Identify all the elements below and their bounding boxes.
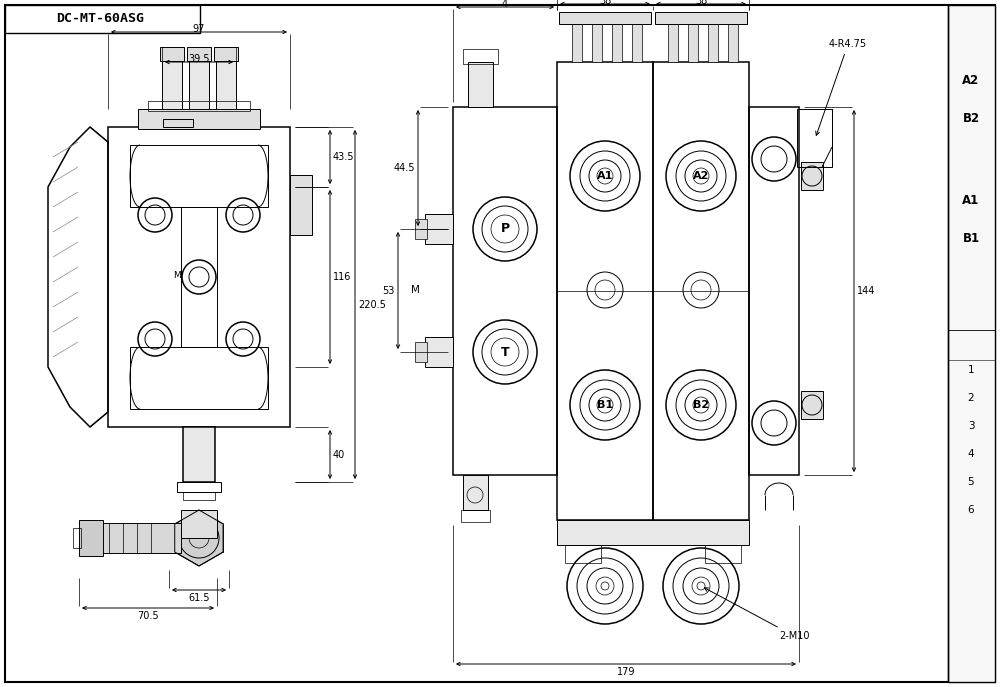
Bar [453, 107, 557, 475]
Text: A1: A1 [962, 194, 980, 207]
Bar [5, 5, 200, 33]
Bar [463, 49, 498, 64]
Text: 4-R4.75: 4-R4.75 [816, 39, 867, 135]
Bar [415, 219, 427, 239]
Bar [801, 162, 823, 190]
Bar [948, 5, 995, 682]
Bar [181, 207, 217, 347]
Bar [559, 12, 651, 24]
Text: 2-M10: 2-M10 [704, 588, 810, 641]
Text: A1: A1 [597, 171, 613, 181]
Bar [183, 427, 215, 482]
Bar [592, 20, 602, 62]
Bar [797, 109, 832, 167]
Bar [163, 119, 193, 127]
Bar [655, 12, 747, 24]
Bar [468, 62, 493, 107]
Text: 179: 179 [617, 667, 635, 677]
Bar [565, 545, 601, 563]
Text: 40: 40 [333, 449, 345, 460]
Bar [130, 347, 268, 409]
Text: B1: B1 [962, 232, 980, 245]
Bar [708, 20, 718, 62]
Text: B2: B2 [693, 400, 709, 410]
Bar [415, 342, 427, 362]
Bar [108, 127, 290, 427]
Bar [612, 20, 622, 62]
Text: 5: 5 [968, 477, 974, 487]
Bar [425, 337, 453, 367]
Bar [461, 510, 490, 522]
Text: 4: 4 [968, 449, 974, 459]
Bar [653, 62, 749, 520]
Bar [148, 101, 250, 111]
Text: 97: 97 [193, 24, 205, 34]
Polygon shape [48, 127, 108, 427]
Text: 38: 38 [695, 0, 707, 6]
Text: P: P [500, 223, 510, 236]
Text: A2: A2 [693, 171, 709, 181]
Text: 220.5: 220.5 [358, 300, 386, 310]
Bar [572, 20, 582, 62]
Text: 43.5: 43.5 [333, 152, 354, 162]
Text: 38: 38 [599, 0, 611, 6]
Bar [705, 545, 741, 563]
Bar [187, 47, 211, 61]
Text: DC-MT-60ASG: DC-MT-60ASG [56, 12, 144, 25]
Bar [749, 107, 799, 475]
Text: 53: 53 [383, 286, 395, 295]
Text: 116: 116 [333, 272, 351, 282]
Text: M: M [411, 285, 419, 295]
Bar [728, 20, 738, 62]
Text: 61.5: 61.5 [188, 593, 210, 603]
Bar [290, 175, 312, 235]
Bar [557, 62, 653, 520]
Bar [181, 510, 217, 538]
Bar [216, 59, 236, 111]
Bar [425, 214, 453, 244]
Bar [79, 520, 103, 556]
Bar [668, 20, 678, 62]
Text: 4: 4 [502, 0, 508, 9]
Bar [189, 59, 209, 111]
Text: A2: A2 [962, 74, 980, 87]
Text: B2: B2 [962, 111, 980, 124]
Text: 6: 6 [968, 505, 974, 515]
Bar [177, 482, 221, 492]
Text: T: T [501, 346, 509, 359]
Text: M: M [173, 271, 181, 280]
Bar [557, 520, 749, 545]
Bar [801, 391, 823, 419]
Bar [160, 47, 184, 61]
Bar [463, 475, 488, 510]
Text: 2: 2 [968, 393, 974, 403]
Bar [73, 528, 81, 548]
Bar [183, 492, 215, 500]
Polygon shape [175, 510, 223, 566]
Bar [101, 523, 181, 553]
Text: 70.5: 70.5 [137, 611, 159, 621]
Bar [688, 20, 698, 62]
Text: 144: 144 [857, 286, 875, 296]
Text: 1: 1 [968, 365, 974, 375]
Bar [632, 20, 642, 62]
Text: 39.5: 39.5 [188, 54, 210, 64]
Text: 3: 3 [968, 421, 974, 431]
Bar [138, 109, 260, 129]
Bar [130, 145, 268, 207]
Text: B1: B1 [597, 400, 613, 410]
Text: 44.5: 44.5 [394, 163, 415, 173]
Bar [214, 47, 238, 61]
Bar [162, 59, 182, 111]
